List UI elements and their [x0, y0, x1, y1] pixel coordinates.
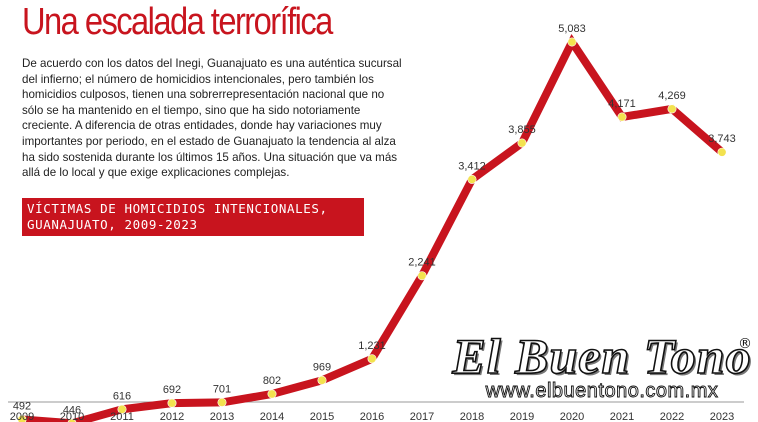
- data-point: [717, 147, 727, 157]
- data-label: 4,269: [658, 90, 686, 102]
- page-title: Una escalada terrorífica: [22, 1, 333, 43]
- data-point: [67, 418, 77, 422]
- x-tick-label: 2021: [610, 411, 634, 422]
- x-tick-label: 2014: [260, 411, 284, 422]
- x-tick-label: 2011: [110, 411, 134, 422]
- x-tick-label: 2017: [410, 411, 434, 422]
- x-tick-label: 2013: [210, 411, 234, 422]
- data-label: 492: [13, 401, 31, 413]
- brand-logo-text: El Buen Tono: [452, 328, 752, 384]
- data-label: 692: [163, 384, 181, 396]
- data-point: [17, 415, 27, 422]
- chart-title-line-2: GUANAJUATO, 2009-2023: [27, 217, 198, 232]
- data-point: [117, 404, 127, 414]
- data-label: 3,412: [458, 160, 486, 172]
- x-tick-label: 2015: [310, 411, 334, 422]
- data-label: 5,083: [558, 23, 586, 35]
- brand-logo: El Buen Tono ® www.elbuentono.com.mx: [452, 328, 752, 403]
- x-tick-label: 2016: [360, 411, 384, 422]
- data-label: 969: [313, 361, 331, 373]
- data-point: [417, 271, 427, 281]
- data-point: [267, 389, 277, 399]
- data-label: 616: [113, 390, 131, 402]
- data-label: 1,231: [358, 340, 386, 352]
- data-point: [567, 37, 577, 47]
- x-tick-label: 2018: [460, 411, 484, 422]
- x-tick-label: 2012: [160, 411, 184, 422]
- data-label: 4,171: [608, 98, 636, 110]
- data-label: 3,743: [708, 133, 736, 145]
- chart-title-box: VÍCTIMAS DE HOMICIDIOS INTENCIONALES, GU…: [22, 198, 364, 236]
- data-point: [517, 138, 527, 148]
- data-point: [217, 397, 227, 407]
- intro-paragraph: De acuerdo con los datos del Inegi, Guan…: [22, 57, 402, 180]
- brand-url: www.elbuentono.com.mx: [485, 380, 719, 403]
- x-tick-label: 2010: [60, 411, 84, 422]
- chart-title-line-1: VÍCTIMAS DE HOMICIDIOS INTENCIONALES,: [27, 201, 328, 216]
- data-point: [617, 112, 627, 122]
- x-tick-label: 2009: [10, 411, 34, 422]
- x-tick-label: 2023: [710, 411, 734, 422]
- data-point: [167, 398, 177, 408]
- x-tick-label: 2019: [510, 411, 534, 422]
- data-point: [467, 174, 477, 184]
- x-tick-label: 2020: [560, 411, 584, 422]
- data-label: 2,241: [408, 257, 436, 269]
- data-label: 701: [213, 383, 231, 395]
- data-label: 802: [263, 375, 281, 387]
- data-point: [667, 104, 677, 114]
- data-point: [367, 354, 377, 364]
- x-tick-label: 2022: [660, 411, 684, 422]
- data-point: [317, 375, 327, 385]
- data-label: 3,855: [508, 124, 536, 136]
- data-label: 446: [63, 404, 81, 416]
- registered-mark: ®: [738, 336, 752, 352]
